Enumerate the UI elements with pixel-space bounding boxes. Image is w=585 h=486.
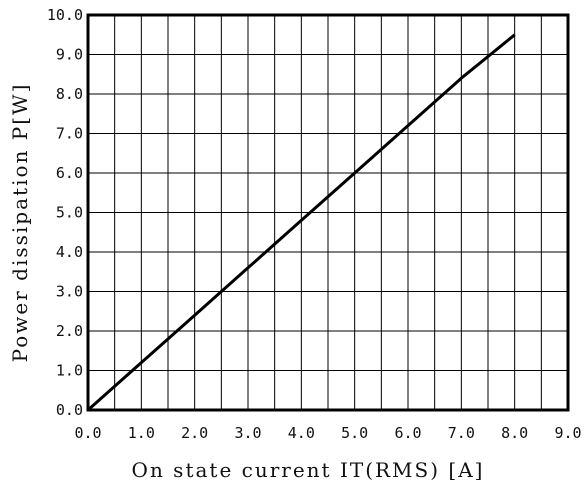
y-tick-label: 1.0 — [56, 362, 83, 380]
x-axis-label: On state current IT(RMS) [A] — [132, 458, 485, 482]
y-tick-label: 6.0 — [56, 164, 83, 182]
x-tick-label: 9.0 — [554, 424, 581, 442]
y-tick-label: 2.0 — [56, 322, 83, 340]
y-tick-label: 0.0 — [56, 401, 83, 419]
y-tick-label: 4.0 — [56, 243, 83, 261]
y-tick-label: 7.0 — [56, 125, 83, 143]
y-tick-label: 5.0 — [56, 204, 83, 222]
grid-lines — [88, 15, 568, 410]
x-tick-label: 4.0 — [288, 424, 315, 442]
x-tick-label: 7.0 — [448, 424, 475, 442]
y-tick-labels: 0.0 1.0 2.0 3.0 4.0 5.0 6.0 7.0 8.0 9.0 10.0 — [47, 6, 83, 419]
x-tick-labels: 0.0 1.0 2.0 3.0 4.0 5.0 6.0 7.0 8.0 9.0 — [74, 424, 581, 442]
y-axis-label: Power dissipation P[W] — [8, 83, 32, 363]
x-tick-label: 8.0 — [501, 424, 528, 442]
y-tick-label: 3.0 — [56, 283, 83, 301]
x-tick-label: 0.0 — [74, 424, 101, 442]
x-tick-label: 6.0 — [394, 424, 421, 442]
x-tick-label: 5.0 — [341, 424, 368, 442]
x-tick-label: 1.0 — [128, 424, 155, 442]
series-line-0 — [87, 33, 516, 412]
series-group — [87, 33, 516, 412]
x-tick-label: 2.0 — [181, 424, 208, 442]
y-tick-label: 10.0 — [47, 6, 83, 24]
plot-frame — [86, 13, 570, 412]
x-tick-label: 3.0 — [234, 424, 261, 442]
y-tick-label: 9.0 — [56, 46, 83, 64]
y-tick-label: 8.0 — [56, 85, 83, 103]
